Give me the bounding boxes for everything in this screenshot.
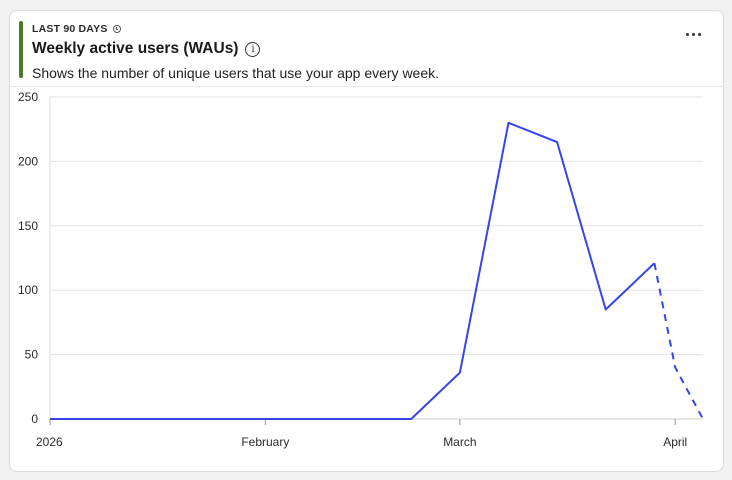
- x-tick-label: 2026: [36, 435, 63, 449]
- card-title: Weekly active users (WAUs): [32, 40, 239, 57]
- more-horizontal-icon: [685, 32, 689, 36]
- x-tick-label: April: [663, 435, 687, 449]
- clock-icon: [112, 25, 121, 33]
- wau-card: LAST 90 DAYS Weekly active users (WAUs) …: [9, 10, 724, 472]
- title-row: Weekly active users (WAUs) i: [32, 39, 261, 59]
- more-horizontal-icon: [697, 32, 701, 36]
- y-tick-label: 0: [31, 412, 38, 426]
- y-tick-label: 200: [18, 154, 38, 168]
- card-header: LAST 90 DAYS Weekly active users (WAUs) …: [10, 11, 723, 87]
- x-tick-label: March: [443, 435, 476, 449]
- y-tick-label: 250: [18, 90, 38, 104]
- more-horizontal-icon: [691, 32, 695, 36]
- y-tick-label: 150: [18, 219, 38, 233]
- accent-bar: [19, 21, 23, 78]
- period-label: LAST 90 DAYS: [32, 23, 108, 35]
- period-row: LAST 90 DAYS: [32, 22, 121, 36]
- y-tick-label: 100: [18, 283, 38, 297]
- chart-area: 0 50 100 150 200 250 2026 February March April: [18, 90, 704, 449]
- series-line-projected: [653, 263, 704, 420]
- info-icon[interactable]: i: [245, 41, 261, 57]
- wau-line-chart: 0 50 100 150 200 250 2026 February March April: [18, 90, 704, 449]
- y-tick-label: 50: [25, 348, 39, 362]
- x-tick-label: February: [241, 435, 289, 449]
- more-options-button[interactable]: [681, 26, 705, 42]
- card-subtitle: Shows the number of unique users that us…: [32, 65, 440, 81]
- series-line-actual: [50, 121, 656, 420]
